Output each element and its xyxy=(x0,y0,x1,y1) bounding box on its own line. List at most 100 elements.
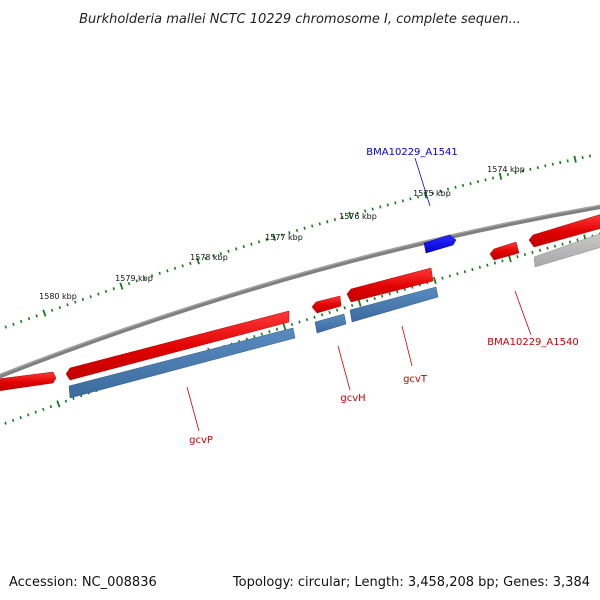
gene-gcvt-feature[interactable] xyxy=(346,267,434,303)
ruler-minor-tick xyxy=(19,416,22,420)
gene-gcvp-feature[interactable] xyxy=(65,310,290,381)
ruler-minor-tick xyxy=(551,162,554,166)
ruler-major-tick xyxy=(196,257,200,265)
ruler-minor-tick xyxy=(469,181,472,186)
gene-label[interactable]: gcvH xyxy=(340,393,365,404)
ruler-minor-tick xyxy=(250,242,253,246)
ruler-major-tick xyxy=(348,211,352,219)
ruler-minor-tick xyxy=(35,314,38,318)
ruler-minor-tick xyxy=(34,410,37,414)
gene-bma10229-a1541-feature[interactable] xyxy=(423,234,457,254)
ruler-minor-tick xyxy=(328,310,331,315)
ruler-minor-tick xyxy=(97,292,100,296)
ruler-minor-tick xyxy=(536,165,539,170)
ruler-minor-tick xyxy=(341,215,344,220)
ruler-minor-tick xyxy=(265,237,268,242)
ruler-minor-tick xyxy=(343,306,346,310)
ruler-minor-tick xyxy=(212,254,215,258)
ruler-minor-tick xyxy=(303,226,306,230)
ruler-minor-tick xyxy=(311,224,314,228)
ruler-minor-tick xyxy=(158,271,161,275)
ruler-minor-tick xyxy=(227,249,230,253)
gene-gcvh-feature[interactable] xyxy=(311,295,342,314)
cds-gcvt-feature[interactable] xyxy=(349,286,439,323)
ruler-minor-tick xyxy=(242,244,245,249)
ruler-minor-tick xyxy=(253,334,256,339)
ruler-minor-tick xyxy=(81,297,85,301)
ruler-minor-tick xyxy=(514,171,517,175)
ruler-major-tick xyxy=(433,276,437,285)
ruler-minor-tick xyxy=(173,266,177,270)
cds-gcvp-feature[interactable] xyxy=(68,327,296,399)
ruler-minor-tick xyxy=(290,322,294,326)
ruler-minor-tick xyxy=(305,318,309,322)
ruler-minor-tick xyxy=(516,255,519,259)
cds-gcvh-feature[interactable] xyxy=(314,313,347,334)
ruler-minor-tick xyxy=(501,259,504,263)
ruler-major-tick xyxy=(357,299,362,307)
ruler-minor-tick xyxy=(257,240,261,244)
gene-feature[interactable] xyxy=(528,214,600,248)
gene-labels: BMA10229_A1541 BMA10229_A1540 gcvT gcvH … xyxy=(189,147,579,446)
ruler-minor-tick xyxy=(64,399,68,403)
ruler-minor-tick xyxy=(401,199,404,203)
ruler-minor-tick xyxy=(280,233,283,237)
ruler-minor-tick xyxy=(150,274,154,278)
ruler-minor-tick xyxy=(27,317,31,321)
ruler-major-tick xyxy=(42,309,47,317)
ruler-minor-tick xyxy=(333,217,337,222)
ruler-minor-tick xyxy=(454,185,457,189)
ruler-minor-tick xyxy=(234,247,238,251)
ruler-major-tick xyxy=(56,400,61,408)
gene-leader-lines xyxy=(186,157,532,432)
gene-label[interactable]: BMA10229_A1541 xyxy=(366,147,457,158)
ruler-minor-tick xyxy=(19,319,23,324)
ruler-tick-label: 1576 kbp xyxy=(339,212,377,221)
ruler-minor-tick xyxy=(268,330,271,334)
ruler-minor-tick xyxy=(409,197,412,201)
leader-line xyxy=(414,157,431,207)
ruler-minor-tick xyxy=(350,303,354,308)
ruler-tick-label: 1579 kbp xyxy=(115,274,153,283)
ruler-tick-label: 1580 kbp xyxy=(39,292,77,301)
ruler-major-tick xyxy=(423,191,428,199)
ruler-minor-tick xyxy=(576,238,579,242)
accession-text: Accession: NC_008836 xyxy=(9,575,157,590)
map-title: Burkholderia mallei NCTC 10229 chromosom… xyxy=(79,12,521,27)
ruler-minor-tick xyxy=(326,220,329,224)
ruler-minor-tick xyxy=(559,160,562,165)
gray-feature[interactable] xyxy=(533,233,600,268)
ruler-minor-tick xyxy=(260,332,264,336)
ruler-minor-tick xyxy=(506,172,510,177)
ruler-minor-tick xyxy=(58,305,62,310)
ruler-minor-tick xyxy=(295,228,299,233)
ruler-minor-tick xyxy=(568,240,572,244)
ruler-labels: 1574 kbp 1575 kbp 1576 kbp 1577 kbp 1578… xyxy=(39,165,525,301)
gene-feature[interactable] xyxy=(0,371,57,391)
ruler-minor-tick xyxy=(204,256,207,261)
ruler-minor-tick xyxy=(318,222,321,226)
ruler-tick-label: 1575 kbp xyxy=(413,189,451,198)
gene-label[interactable]: gcvP xyxy=(189,435,213,446)
ruler-tick-label: 1577 kbp xyxy=(265,233,303,242)
ruler-minor-tick xyxy=(313,315,316,319)
ruler-minor-tick xyxy=(127,281,131,286)
ruler-minor-tick xyxy=(219,252,223,256)
ruler-minor-tick xyxy=(544,164,547,168)
gene-bma10229-a1540-feature[interactable] xyxy=(489,241,520,261)
ruler-major-tick xyxy=(498,172,503,180)
ruler-minor-tick xyxy=(546,246,549,250)
cds-track xyxy=(68,286,439,399)
ruler-minor-tick xyxy=(448,274,452,278)
ruler-minor-tick xyxy=(439,189,442,193)
gene-label[interactable]: BMA10229_A1540 xyxy=(487,337,578,348)
ruler-minor-tick xyxy=(89,295,92,299)
ruler-minor-tick xyxy=(491,176,495,180)
ruler-major-tick xyxy=(508,255,512,263)
gene-label[interactable]: gcvT xyxy=(403,374,428,385)
ruler-minor-tick xyxy=(416,195,420,199)
ruler-minor-tick xyxy=(471,267,474,272)
ruler-minor-tick xyxy=(11,418,15,422)
ruler-minor-tick xyxy=(484,178,487,182)
